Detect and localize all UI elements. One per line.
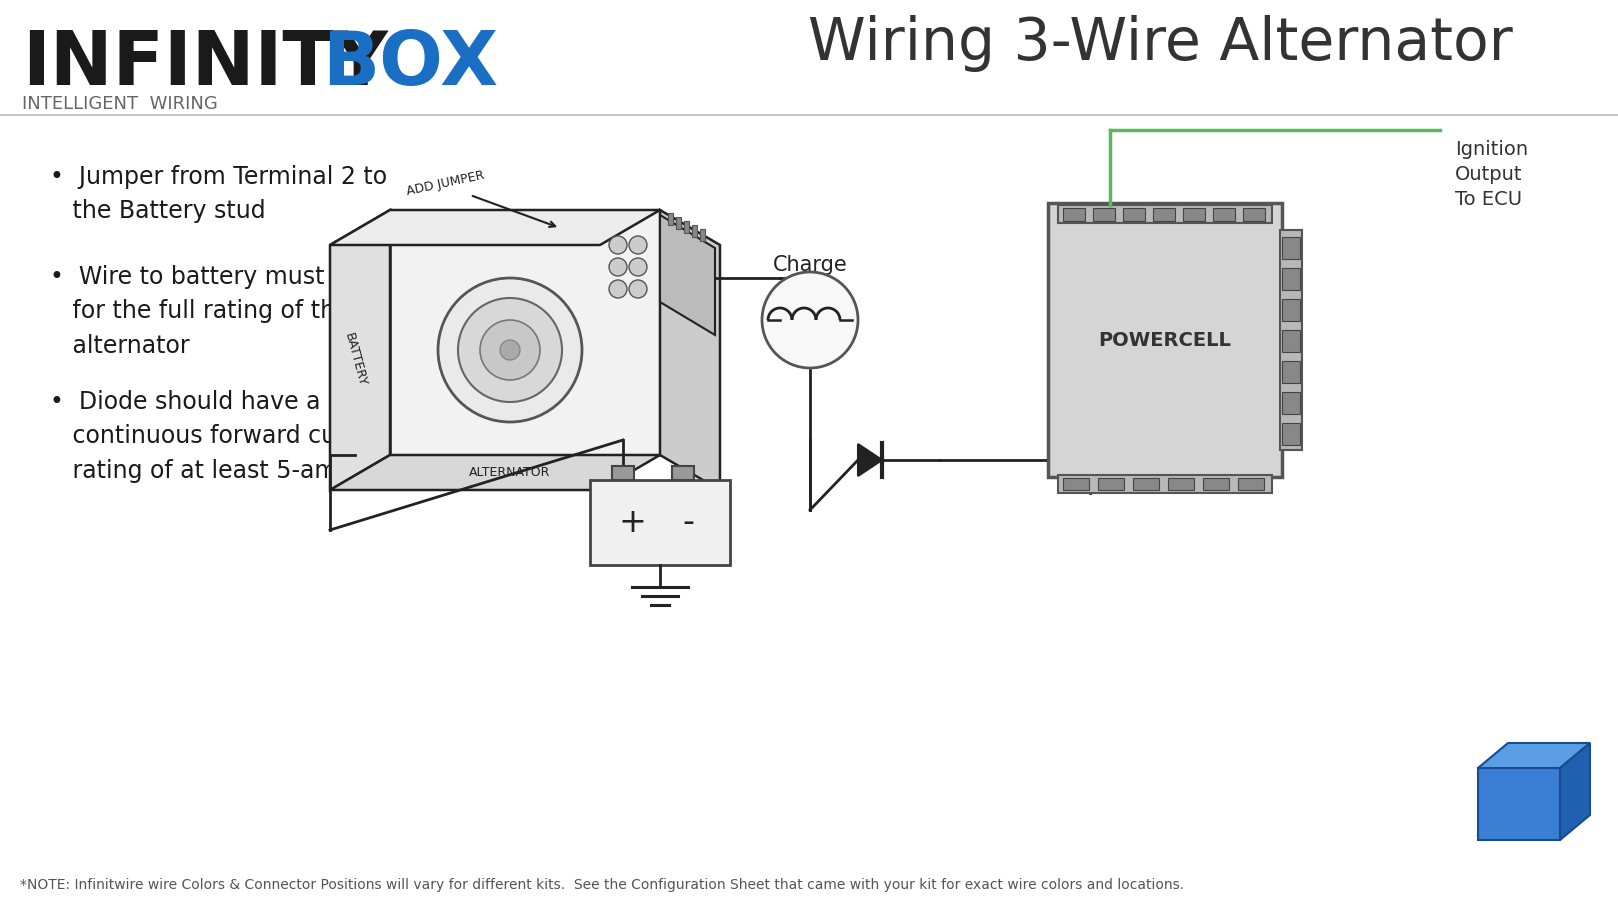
- Text: *NOTE: Infinitwire wire Colors & Connector Positions will vary for different kit: *NOTE: Infinitwire wire Colors & Connect…: [19, 878, 1184, 892]
- FancyBboxPatch shape: [671, 466, 694, 480]
- Text: BOX: BOX: [322, 28, 498, 101]
- Polygon shape: [660, 215, 715, 335]
- FancyBboxPatch shape: [1238, 478, 1264, 490]
- FancyBboxPatch shape: [1063, 208, 1086, 221]
- FancyBboxPatch shape: [1154, 208, 1175, 221]
- FancyBboxPatch shape: [1214, 208, 1235, 221]
- FancyBboxPatch shape: [1281, 268, 1299, 290]
- Circle shape: [608, 236, 628, 254]
- FancyBboxPatch shape: [1281, 392, 1299, 414]
- Text: Charge
Light: Charge Light: [773, 255, 848, 299]
- Text: INFINITY: INFINITY: [23, 28, 388, 101]
- Text: ALTERNATOR: ALTERNATOR: [469, 467, 550, 480]
- Text: •  Jumper from Terminal 2 to
   the Battery stud: • Jumper from Terminal 2 to the Battery …: [50, 165, 387, 224]
- Circle shape: [438, 278, 582, 422]
- FancyBboxPatch shape: [1058, 475, 1272, 493]
- Circle shape: [481, 320, 540, 380]
- Text: POWERCELL: POWERCELL: [1099, 330, 1231, 349]
- FancyBboxPatch shape: [676, 217, 681, 229]
- Text: +: +: [618, 506, 646, 539]
- FancyBboxPatch shape: [1281, 330, 1299, 352]
- Circle shape: [500, 340, 519, 360]
- FancyBboxPatch shape: [1243, 208, 1265, 221]
- Polygon shape: [1477, 743, 1590, 768]
- FancyBboxPatch shape: [1183, 208, 1205, 221]
- FancyBboxPatch shape: [1123, 208, 1146, 221]
- FancyBboxPatch shape: [1280, 230, 1302, 450]
- FancyBboxPatch shape: [1048, 203, 1281, 477]
- Polygon shape: [330, 210, 390, 490]
- Polygon shape: [591, 480, 730, 565]
- FancyBboxPatch shape: [1204, 478, 1230, 490]
- FancyBboxPatch shape: [1281, 361, 1299, 383]
- Circle shape: [629, 280, 647, 298]
- Text: INTELLIGENT  WIRING: INTELLIGENT WIRING: [23, 95, 218, 113]
- Polygon shape: [660, 210, 720, 490]
- FancyBboxPatch shape: [1281, 423, 1299, 445]
- FancyBboxPatch shape: [1281, 299, 1299, 321]
- FancyBboxPatch shape: [701, 229, 705, 241]
- Polygon shape: [390, 210, 660, 455]
- FancyBboxPatch shape: [1099, 478, 1125, 490]
- Polygon shape: [1477, 768, 1560, 840]
- FancyBboxPatch shape: [1168, 478, 1194, 490]
- FancyBboxPatch shape: [1094, 208, 1115, 221]
- FancyBboxPatch shape: [612, 466, 634, 480]
- Text: ADD JUMPER: ADD JUMPER: [404, 168, 485, 197]
- Text: -: -: [683, 506, 694, 539]
- Circle shape: [608, 280, 628, 298]
- Text: Ignition
Output
To ECU: Ignition Output To ECU: [1455, 140, 1527, 209]
- Text: Wiring 3-Wire Alternator: Wiring 3-Wire Alternator: [807, 15, 1513, 72]
- Circle shape: [762, 272, 858, 368]
- FancyBboxPatch shape: [668, 213, 673, 225]
- Text: BATTERY: BATTERY: [341, 332, 369, 389]
- Text: •  Diode should have a
   continuous forward current
   rating of at least 5-amp: • Diode should have a continuous forward…: [50, 390, 393, 483]
- FancyBboxPatch shape: [693, 225, 697, 237]
- Circle shape: [458, 298, 561, 402]
- Polygon shape: [330, 455, 660, 490]
- FancyBboxPatch shape: [684, 221, 689, 233]
- Circle shape: [629, 258, 647, 276]
- Polygon shape: [1560, 743, 1590, 840]
- FancyBboxPatch shape: [1133, 478, 1158, 490]
- Circle shape: [629, 236, 647, 254]
- Circle shape: [608, 258, 628, 276]
- Polygon shape: [330, 210, 660, 245]
- FancyBboxPatch shape: [1058, 205, 1272, 223]
- Polygon shape: [858, 444, 882, 476]
- FancyBboxPatch shape: [1281, 237, 1299, 259]
- FancyBboxPatch shape: [1063, 478, 1089, 490]
- Text: •  Wire to battery must be sized
   for the full rating of the
   alternator: • Wire to battery must be sized for the …: [50, 265, 430, 358]
